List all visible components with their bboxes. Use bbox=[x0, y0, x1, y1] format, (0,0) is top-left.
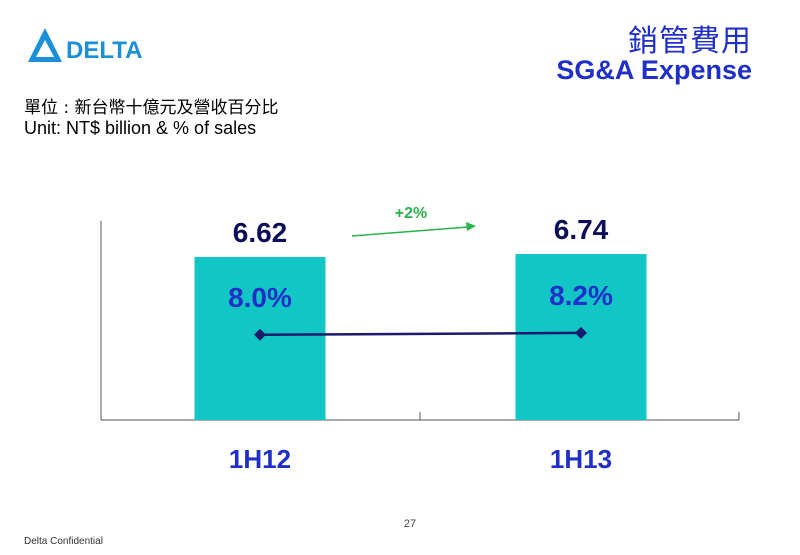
page-title-zh: 銷管費用 bbox=[628, 24, 752, 59]
delta-logo: DELTA bbox=[28, 28, 142, 64]
unit-label-en: Unit: NT$ billion & % of sales bbox=[24, 118, 257, 138]
growth-label: +2% bbox=[395, 205, 427, 222]
bar-value-label: 6.62 bbox=[233, 217, 288, 248]
growth-annotation: +2% bbox=[351, 205, 476, 237]
x-tick-label: 1H13 bbox=[550, 444, 612, 474]
pct-line bbox=[259, 331, 582, 337]
logo-text: DELTA bbox=[66, 37, 142, 64]
growth-arrowhead bbox=[466, 222, 476, 231]
pct-value-label: 8.2% bbox=[549, 280, 613, 311]
unit-label-zh: 單位 : 新台幣十億元及營收百分比 bbox=[24, 98, 279, 118]
chart-labels: 6.62 1H12 6.74 1H13 8.0% 8.2% bbox=[228, 214, 613, 474]
bar-group bbox=[194, 254, 647, 420]
page-number: 27 bbox=[403, 518, 417, 530]
bar-value-label: 6.74 bbox=[554, 214, 609, 245]
pct-value-label: 8.0% bbox=[228, 282, 292, 313]
pct-point bbox=[254, 328, 266, 341]
line-series bbox=[254, 326, 587, 341]
confidential-note: Delta Confidential bbox=[24, 536, 103, 547]
pct-point bbox=[575, 326, 587, 339]
page-title-en: SG&A Expense bbox=[556, 55, 752, 85]
x-tick-label: 1H12 bbox=[229, 444, 291, 474]
growth-arrow bbox=[351, 226, 469, 237]
